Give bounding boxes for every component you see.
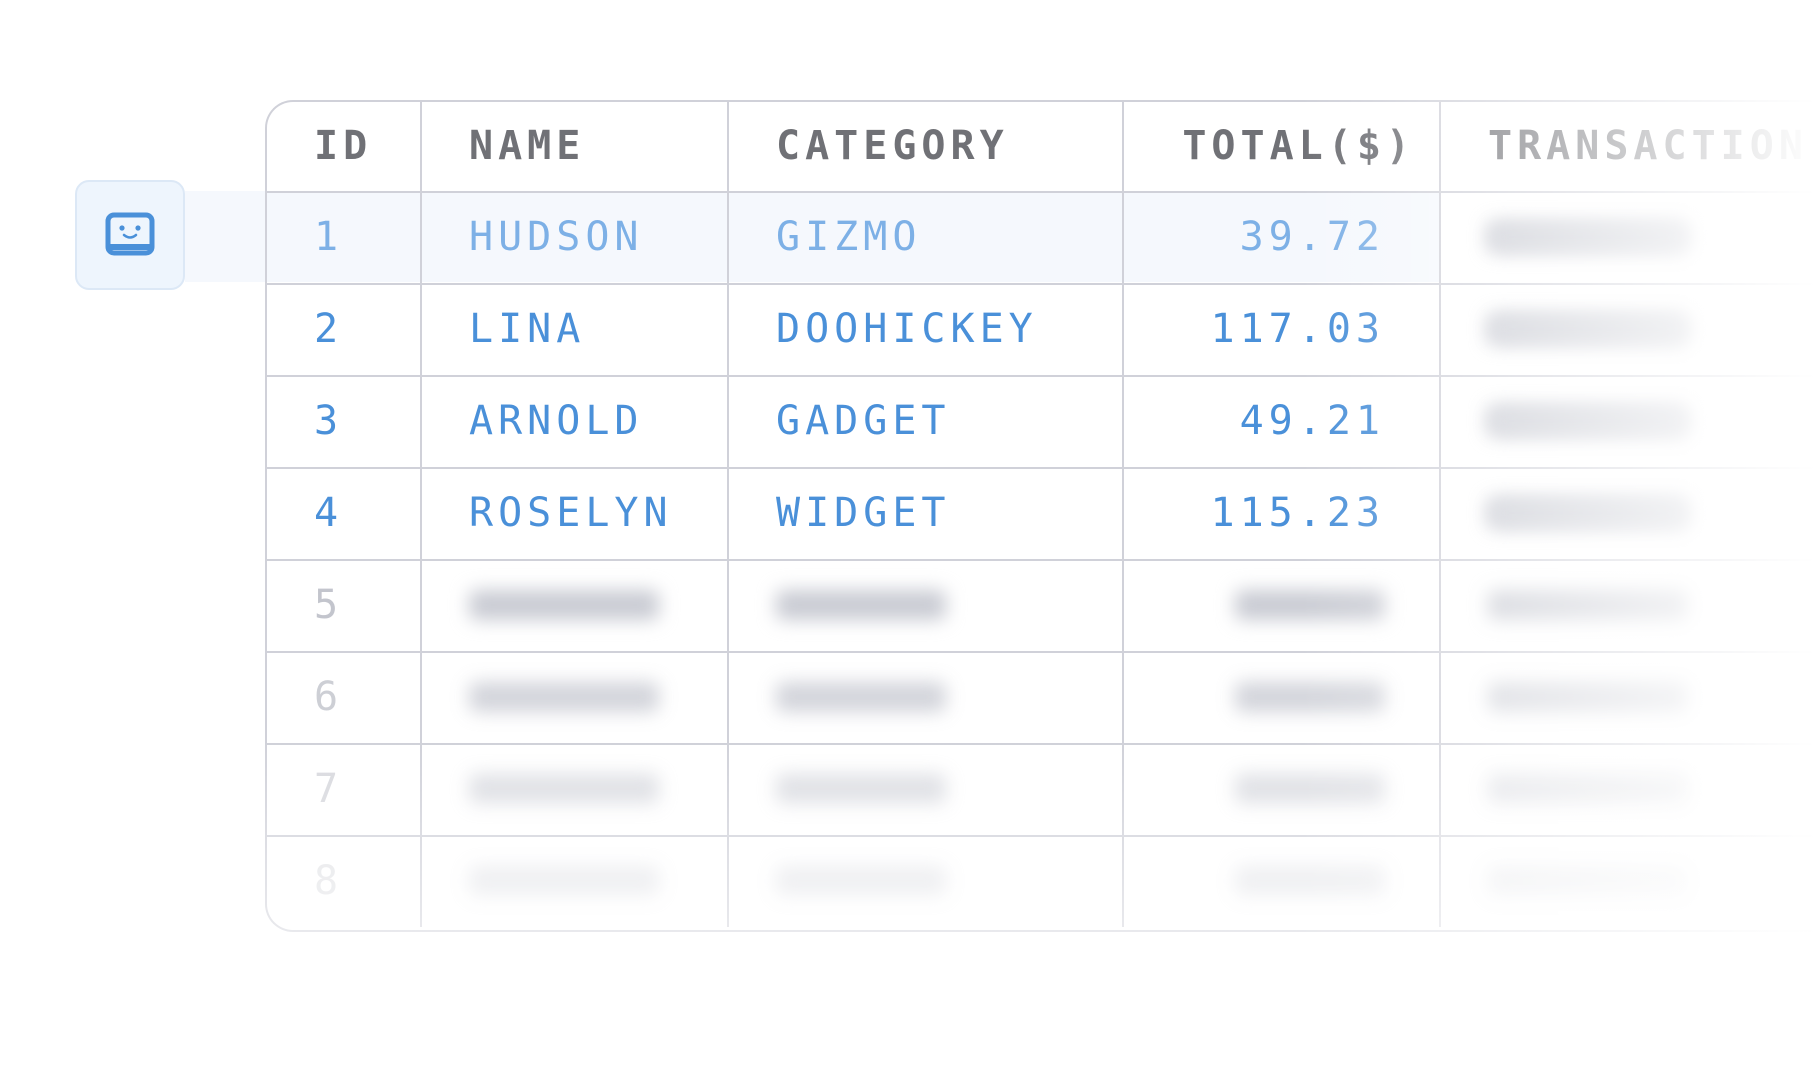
blurred-cell xyxy=(1488,406,1688,436)
table-cell: 8 xyxy=(314,858,344,904)
table-cell: WIDGET xyxy=(776,490,951,536)
table-cell: 39.72 xyxy=(1239,214,1385,260)
table-cell: 2 xyxy=(314,306,344,352)
blurred-cell xyxy=(1488,222,1688,252)
column-header: TRANSACTION xyxy=(1488,123,1808,169)
table-cell: 6 xyxy=(314,674,344,720)
row-divider xyxy=(265,651,1816,653)
blurred-cell xyxy=(1488,774,1688,804)
column-header: ID xyxy=(314,123,373,169)
column-header: CATEGORY xyxy=(776,123,1009,169)
blurred-cell xyxy=(469,774,659,804)
table-cell: 5 xyxy=(314,582,344,628)
table-cell: HUDSON xyxy=(469,214,644,260)
row-divider xyxy=(265,467,1816,469)
blurred-cell xyxy=(1235,590,1385,620)
blurred-cell xyxy=(1235,682,1385,712)
blurred-cell xyxy=(776,866,946,896)
table-cell: ROSELYN xyxy=(469,490,673,536)
table-cell: 3 xyxy=(314,398,344,444)
column-header: TOTAL($) xyxy=(1182,123,1415,169)
blurred-cell xyxy=(1488,866,1688,896)
row-icon[interactable] xyxy=(75,180,185,290)
table-cell: 4 xyxy=(314,490,344,536)
blurred-cell xyxy=(469,590,659,620)
column-divider xyxy=(420,101,422,927)
table-cell: 117.03 xyxy=(1210,306,1385,352)
table-cell: 115.23 xyxy=(1210,490,1385,536)
blurred-cell xyxy=(1488,682,1688,712)
table-cell: DOOHICKEY xyxy=(776,306,1038,352)
table-cell: 1 xyxy=(314,214,344,260)
blurred-cell xyxy=(469,682,659,712)
blurred-cell xyxy=(776,682,946,712)
column-divider xyxy=(727,101,729,927)
blurred-cell xyxy=(1488,498,1688,528)
row-divider xyxy=(265,191,1816,193)
row-divider xyxy=(265,283,1816,285)
row-highlight xyxy=(185,191,1439,282)
table-cell: LINA xyxy=(469,306,586,352)
table-cell: ARNOLD xyxy=(469,398,644,444)
face-icon xyxy=(105,212,155,256)
blurred-cell xyxy=(1235,774,1385,804)
table-cell: 49.21 xyxy=(1239,398,1385,444)
column-divider xyxy=(1439,101,1441,927)
row-divider xyxy=(265,835,1816,837)
row-divider xyxy=(265,559,1816,561)
row-divider xyxy=(265,743,1816,745)
blurred-cell xyxy=(1235,866,1385,896)
blurred-cell xyxy=(1488,590,1688,620)
blurred-cell xyxy=(1488,314,1688,344)
column-header: NAME xyxy=(469,123,586,169)
row-divider xyxy=(265,375,1816,377)
blurred-cell xyxy=(776,774,946,804)
column-divider xyxy=(1122,101,1124,927)
blurred-cell xyxy=(469,866,659,896)
table-cell: 7 xyxy=(314,766,344,812)
table-cell: GADGET xyxy=(776,398,951,444)
blurred-cell xyxy=(776,590,946,620)
table-cell: GIZMO xyxy=(776,214,922,260)
